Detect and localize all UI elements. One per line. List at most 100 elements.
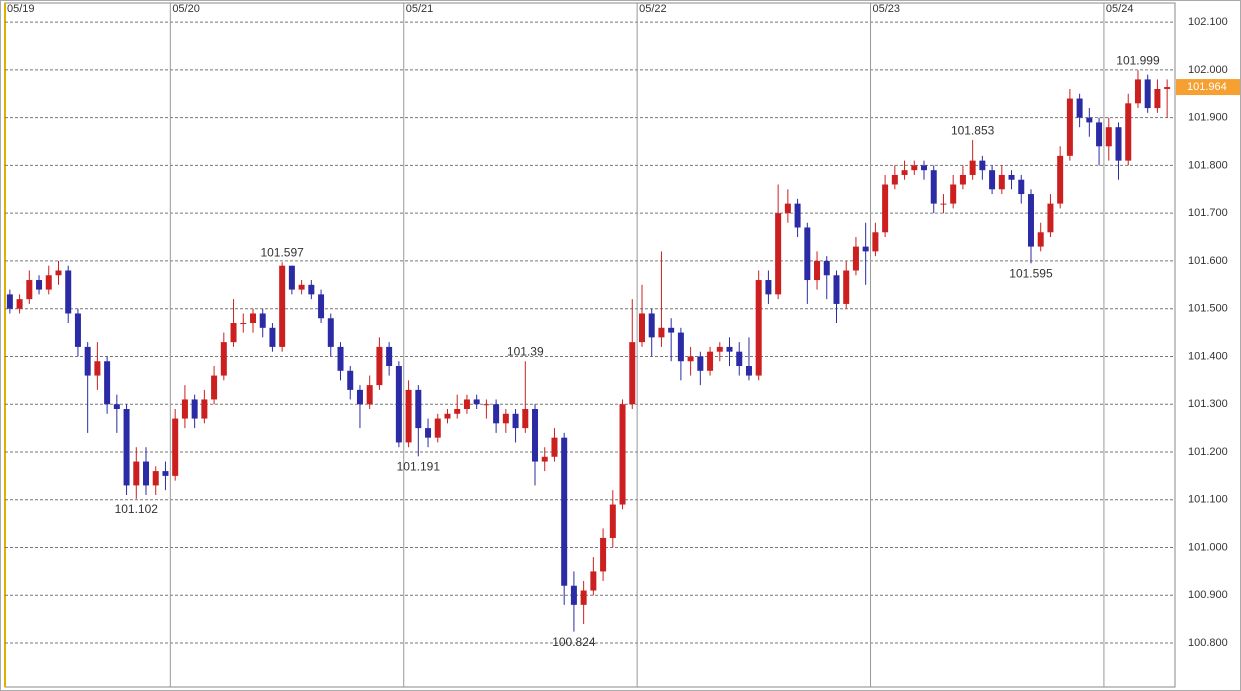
candle-body [230,323,237,343]
candle-body [74,313,81,347]
low-label: 100.824 [552,635,596,649]
candle-body [638,313,645,343]
candle-body [1037,232,1044,247]
candle-body [833,275,840,304]
candle-body [1018,179,1025,195]
last-price-box [1176,79,1240,96]
candle-body [415,389,422,429]
candle-body [784,203,791,214]
candle-body [55,270,62,276]
candle-body [94,361,101,376]
candle-body [463,399,470,410]
y-tick-label: 101.300 [1188,398,1228,410]
candle-body [123,409,130,486]
candle-body [872,232,879,252]
candle-body [687,356,694,362]
candle-body [1125,103,1132,161]
candle-body [143,461,150,486]
high-label: 101.999 [1116,54,1160,68]
candle-body [376,346,383,386]
candle-body [444,413,451,419]
y-tick-label: 100.900 [1188,589,1228,601]
candle-body [1105,127,1112,147]
candle-body [1154,88,1161,109]
candle-body [220,342,227,376]
candle-body [775,213,782,295]
candle-body [249,313,256,324]
candle-body [181,399,188,419]
candle-body [745,366,752,376]
x-tick-label: 05/22 [639,3,667,15]
candle-body [288,265,295,290]
candle-body [600,537,607,572]
candle-body [201,399,208,419]
candle-body [765,280,772,295]
candle-body [804,227,811,281]
candle-body [959,174,966,185]
candle-body [1076,98,1083,118]
candle-body [522,409,529,429]
candle-body [347,370,354,390]
candle-body [366,385,373,405]
candle-body [434,418,441,438]
candle-body [308,284,315,295]
candle-body [921,165,928,171]
candle-body [716,346,723,352]
y-tick-label: 101.800 [1188,159,1228,171]
candle-body [726,346,733,352]
candle-body [1115,127,1122,161]
candle-body [1134,79,1141,104]
candle-body [862,246,869,252]
candle-body [454,409,461,414]
candle-body [493,404,500,424]
candle-body [502,413,509,424]
x-tick-label: 05/19 [7,3,35,15]
y-tick-label: 100.800 [1188,637,1228,649]
candle-body [1144,79,1151,109]
plot-area [4,2,1176,688]
candle-body [356,389,363,405]
low-label: 101.595 [1009,266,1053,280]
candle-body [191,399,198,419]
candle-body [104,361,111,405]
candle-body [814,260,821,281]
candle-body [240,323,247,325]
candle-body [648,313,655,338]
candle-body [16,299,23,309]
candle-body [1066,98,1073,156]
candle-body [901,170,908,175]
candle-body [969,160,976,175]
candle-body [45,275,52,290]
low-label: 101.102 [115,502,159,516]
y-tick-label: 101.700 [1188,207,1228,219]
candle-body [395,366,402,443]
candle-body [318,294,325,319]
candle-body [1096,122,1103,147]
candle-body [133,461,140,486]
candle-body [483,404,490,406]
candle-body [882,184,889,233]
candle-body [84,346,91,376]
candle-body [561,437,568,586]
y-tick-label: 101.100 [1188,494,1228,506]
candle-body [1047,203,1054,233]
candle-body [532,409,539,462]
y-tick-label: 101.000 [1188,541,1228,553]
candle-body [473,399,480,405]
candle-body [337,346,344,371]
y-tick-label: 102.000 [1188,64,1228,76]
candle-body [405,389,412,443]
candle-body [1027,194,1034,247]
candle-body [736,351,743,367]
candle-body [1164,87,1171,89]
candle-body [113,404,120,410]
last-price-label: 101.964 [1187,81,1227,93]
y-tick-label: 101.200 [1188,446,1228,458]
candle-body [1086,117,1093,123]
candle-body [6,294,13,309]
candle-body [989,170,996,190]
y-tick-label: 102.100 [1188,16,1228,28]
y-tick-label: 101.600 [1188,255,1228,267]
candle-body [697,356,704,371]
